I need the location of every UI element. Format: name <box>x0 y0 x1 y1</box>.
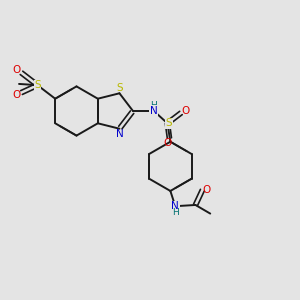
Text: O: O <box>13 90 21 100</box>
Text: S: S <box>34 80 41 90</box>
Text: O: O <box>203 184 211 195</box>
Text: H: H <box>172 208 179 217</box>
Text: H: H <box>151 101 157 110</box>
Text: N: N <box>171 201 179 211</box>
Text: N: N <box>116 129 123 139</box>
Text: O: O <box>164 139 172 148</box>
Text: S: S <box>166 118 172 128</box>
Text: O: O <box>181 106 190 116</box>
Text: O: O <box>13 65 21 76</box>
Text: S: S <box>116 83 123 93</box>
Text: N: N <box>150 106 158 116</box>
